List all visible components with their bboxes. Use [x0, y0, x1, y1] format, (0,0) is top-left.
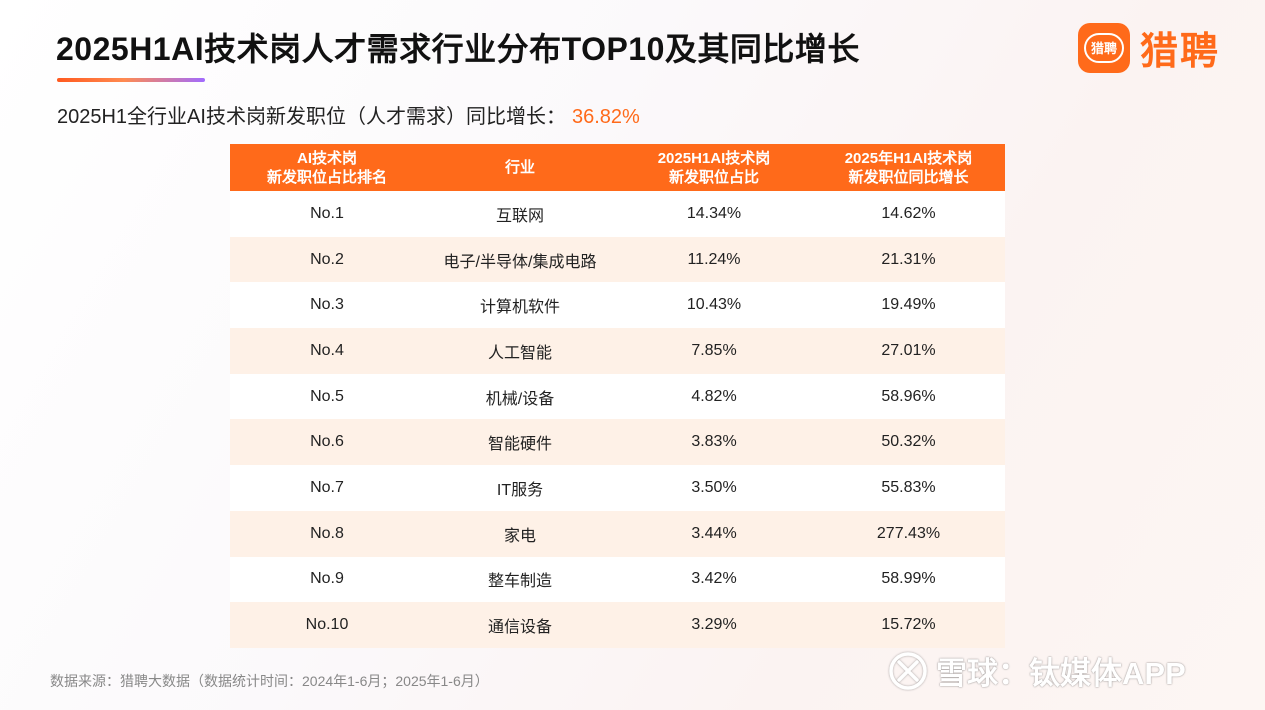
page-title: 2025H1AI技术岗人才需求行业分布TOP10及其同比增长: [56, 31, 860, 67]
rank-cell: No.7: [230, 465, 424, 511]
share-cell: 3.83%: [616, 419, 812, 466]
industry-cell: 通信设备: [424, 602, 616, 648]
subtitle-value: 36.82%: [571, 106, 640, 128]
liepin-logo: 猎聘 猎聘: [1078, 20, 1220, 75]
subtitle: 2025H1全行业AI技术岗新发职位（人才需求）同比增长： 36.82%: [57, 100, 640, 129]
share-cell: 3.44%: [616, 510, 812, 557]
table-row: No.4 人工智能 7.85% 27.01%: [230, 328, 1005, 374]
rank-cell: No.10: [230, 602, 424, 648]
industry-cell: 整车制造: [424, 556, 616, 603]
table-row: No.2 电子/半导体/集成电路 11.24% 21.31%: [230, 236, 1005, 283]
growth-cell: 58.99%: [812, 556, 1005, 603]
xueqiu-logo-icon: [889, 651, 927, 690]
growth-cell: 58.96%: [812, 373, 1005, 420]
rank-cell: No.6: [230, 419, 424, 466]
industry-cell: 家电: [424, 510, 616, 557]
rank-cell: No.4: [230, 328, 424, 374]
share-cell: 4.82%: [616, 373, 812, 420]
industry-cell: 智能硬件: [424, 419, 616, 466]
header-share: 2025H1AI技术岗 新发职位占比: [616, 144, 812, 191]
share-cell: 3.42%: [616, 556, 812, 603]
industry-cell: 互联网: [424, 191, 616, 237]
industry-cell: 计算机软件: [424, 282, 616, 329]
rank-cell: No.9: [230, 556, 424, 603]
share-cell: 11.24%: [616, 236, 812, 283]
table-row: No.10 通信设备 3.29% 15.72%: [230, 602, 1005, 648]
growth-cell: 14.62%: [812, 191, 1005, 237]
table-row: No.6 智能硬件 3.83% 50.32%: [230, 419, 1005, 466]
share-cell: 7.85%: [616, 328, 812, 374]
title-underline: [57, 78, 205, 82]
header-rank: AI技术岗 新发职位占比排名: [230, 144, 424, 191]
industry-cell: 人工智能: [424, 328, 616, 374]
growth-cell: 277.43%: [812, 510, 1005, 557]
header-growth-line2: 新发职位同比增长: [848, 168, 969, 186]
logo-name: 猎聘: [1140, 31, 1221, 73]
table-row: No.5 机械/设备 4.82% 58.96%: [230, 373, 1005, 420]
share-cell: 3.29%: [616, 602, 812, 648]
share-cell: 10.43%: [616, 282, 812, 329]
share-cell: 3.50%: [616, 465, 812, 511]
logo-badge-text: 猎聘: [1084, 32, 1124, 63]
table-row: No.1 互联网 14.34% 14.62%: [230, 191, 1005, 237]
header-industry-line1: 行业: [504, 159, 535, 176]
industry-cell: 电子/半导体/集成电路: [424, 236, 616, 283]
table-header-row: AI技术岗 新发职位占比排名 行业 2025H1AI技术岗 新发职位占比 202…: [230, 144, 1005, 191]
xueqiu-watermark: 雪球：钛媒体APP: [888, 648, 1186, 693]
growth-cell: 27.01%: [812, 328, 1005, 374]
header-growth-line1: 2025年H1AI技术岗: [844, 149, 973, 167]
table-row: No.3 计算机软件 10.43% 19.49%: [230, 282, 1005, 329]
watermark-text: 雪球：钛媒体APP: [936, 656, 1186, 691]
rank-cell: No.8: [230, 510, 424, 557]
table-row: No.7 IT服务 3.50% 55.83%: [230, 465, 1005, 511]
rank-cell: No.5: [230, 373, 424, 420]
data-source-note: 数据来源：猎聘大数据（数据统计时间：2024年1-6月；2025年1-6月）: [50, 673, 489, 689]
header-industry: 行业: [424, 144, 616, 191]
industry-cell: 机械/设备: [424, 373, 616, 420]
growth-cell: 50.32%: [812, 419, 1005, 466]
growth-cell: 55.83%: [812, 465, 1005, 511]
header-share-line2: 新发职位占比: [668, 168, 759, 186]
growth-cell: 15.72%: [812, 602, 1005, 648]
header-share-line1: 2025H1AI技术岗: [657, 149, 771, 167]
table-row: No.8 家电 3.44% 277.43%: [230, 510, 1005, 557]
industry-table: AI技术岗 新发职位占比排名 行业 2025H1AI技术岗 新发职位占比 202…: [230, 144, 1005, 648]
table-row: No.9 整车制造 3.42% 58.99%: [230, 556, 1005, 603]
logo-badge-icon: 猎聘: [1078, 22, 1130, 73]
growth-cell: 21.31%: [812, 236, 1005, 283]
subtitle-label: 2025H1全行业AI技术岗新发职位（人才需求）同比增长：: [57, 106, 566, 128]
header-rank-line1: AI技术岗: [296, 149, 357, 167]
rank-cell: No.3: [230, 282, 424, 329]
rank-cell: No.2: [230, 236, 424, 283]
header-rank-line2: 新发职位占比排名: [266, 168, 387, 186]
header-growth: 2025年H1AI技术岗 新发职位同比增长: [812, 144, 1005, 191]
industry-cell: IT服务: [424, 465, 616, 511]
share-cell: 14.34%: [616, 191, 812, 237]
growth-cell: 19.49%: [812, 282, 1005, 329]
rank-cell: No.1: [230, 191, 424, 237]
